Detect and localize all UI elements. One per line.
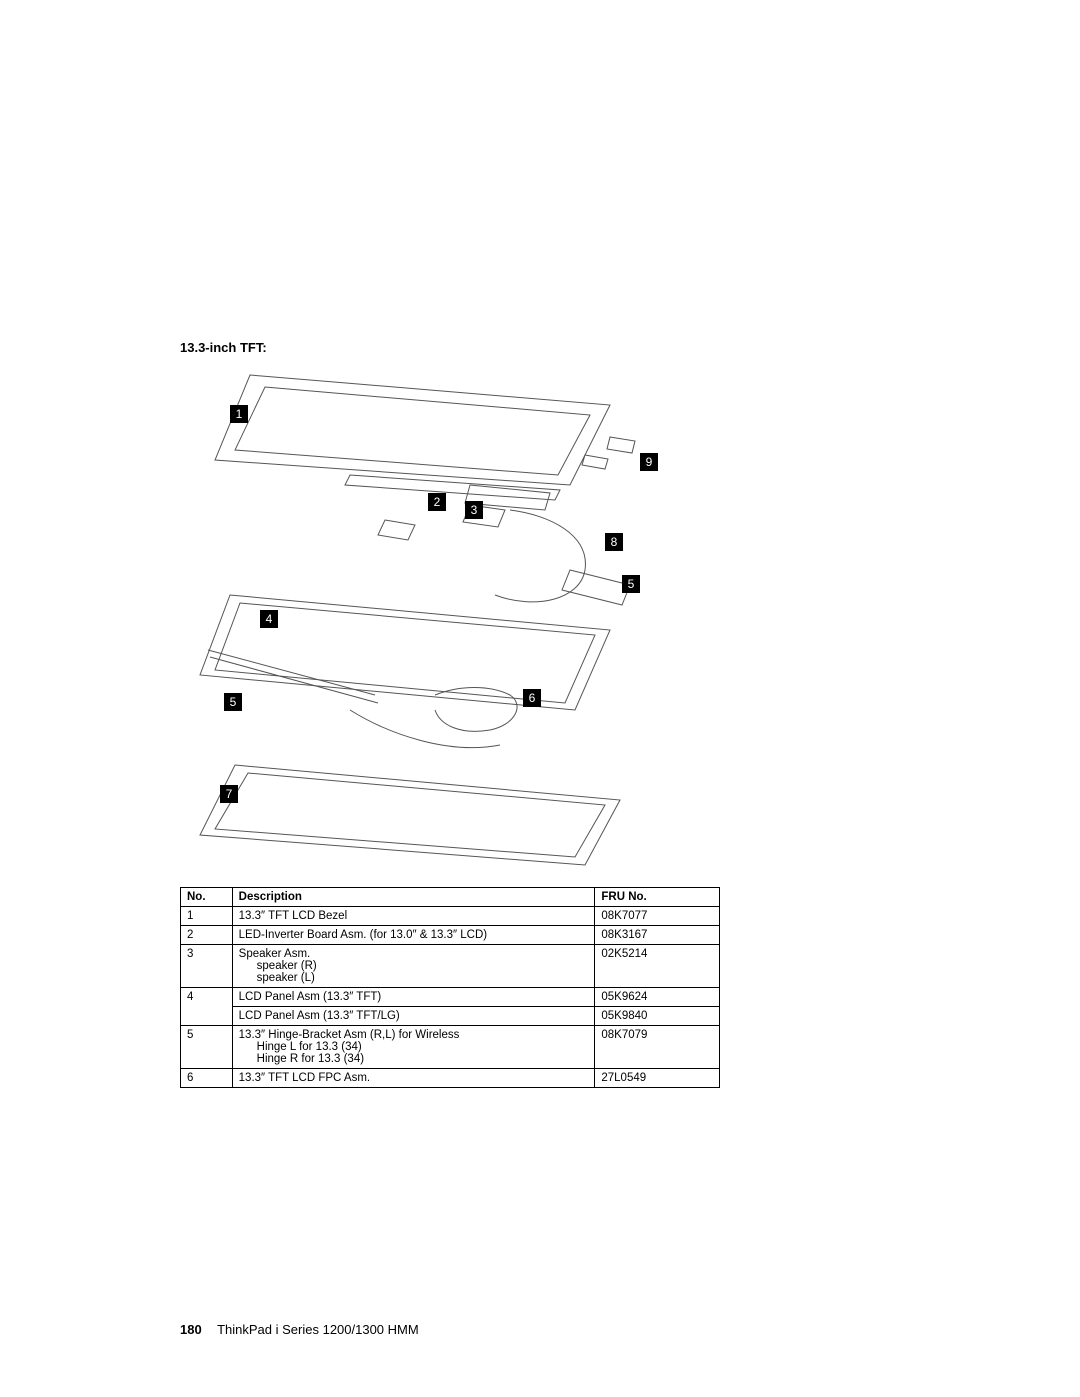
table-row: 2 LED-Inverter Board Asm. (for 13.0″ & 1…	[181, 926, 720, 945]
callout-9: 9	[640, 453, 658, 471]
cell-no: 6	[181, 1069, 233, 1088]
exploded-diagram: 1 2 3 4 5 5 6 7 8 9	[190, 365, 670, 875]
cell-desc: LED-Inverter Board Asm. (for 13.0″ & 13.…	[232, 926, 595, 945]
desc-sub: speaker (L)	[239, 972, 589, 984]
parts-table: No. Description FRU No. 1 13.3″ TFT LCD …	[180, 887, 720, 1088]
desc-main: 13.3″ Hinge-Bracket Asm (R,L) for Wirele…	[239, 1029, 460, 1041]
callout-2: 2	[428, 493, 446, 511]
page-footer: 180 ThinkPad i Series 1200/1300 HMM	[180, 1322, 419, 1337]
desc-sub: speaker (R)	[239, 960, 589, 972]
cell-fru: 02K5214	[595, 945, 720, 988]
callout-7: 7	[220, 785, 238, 803]
cell-no: 5	[181, 1026, 233, 1069]
header-desc: Description	[232, 888, 595, 907]
cell-fru: 08K7079	[595, 1026, 720, 1069]
cell-desc: 13.3″ TFT LCD Bezel	[232, 907, 595, 926]
callout-8: 8	[605, 533, 623, 551]
cell-no: 4	[181, 988, 233, 1026]
callout-6: 6	[523, 689, 541, 707]
callout-5-right: 5	[622, 575, 640, 593]
cell-no: 2	[181, 926, 233, 945]
header-no: No.	[181, 888, 233, 907]
desc-sub: Hinge R for 13.3 (34)	[239, 1053, 589, 1065]
table-row: 3 Speaker Asm. speaker (R) speaker (L) 0…	[181, 945, 720, 988]
section-title: 13.3-inch TFT:	[180, 340, 720, 355]
callout-4: 4	[260, 610, 278, 628]
cell-desc: Speaker Asm. speaker (R) speaker (L)	[232, 945, 595, 988]
desc-sub: Hinge L for 13.3 (34)	[239, 1041, 589, 1053]
desc-main: Speaker Asm.	[239, 948, 311, 960]
table-row: 6 13.3″ TFT LCD FPC Asm. 27L0549	[181, 1069, 720, 1088]
callout-1: 1	[230, 405, 248, 423]
callout-5-left: 5	[224, 693, 242, 711]
cell-fru: 08K7077	[595, 907, 720, 926]
table-row: 5 13.3″ Hinge-Bracket Asm (R,L) for Wire…	[181, 1026, 720, 1069]
table-row: 4 LCD Panel Asm (13.3″ TFT) 05K9624	[181, 988, 720, 1007]
table-header-row: No. Description FRU No.	[181, 888, 720, 907]
cell-desc: LCD Panel Asm (13.3″ TFT)	[232, 988, 595, 1007]
header-fru: FRU No.	[595, 888, 720, 907]
cell-desc: LCD Panel Asm (13.3″ TFT/LG)	[232, 1007, 595, 1026]
cell-fru: 05K9840	[595, 1007, 720, 1026]
cell-no: 1	[181, 907, 233, 926]
cell-fru: 27L0549	[595, 1069, 720, 1088]
table-row: LCD Panel Asm (13.3″ TFT/LG) 05K9840	[181, 1007, 720, 1026]
footer-title: ThinkPad i Series 1200/1300 HMM	[217, 1322, 419, 1337]
table-row: 1 13.3″ TFT LCD Bezel 08K7077	[181, 907, 720, 926]
cell-fru: 05K9624	[595, 988, 720, 1007]
cell-fru: 08K3167	[595, 926, 720, 945]
callout-3: 3	[465, 501, 483, 519]
cell-desc: 13.3″ Hinge-Bracket Asm (R,L) for Wirele…	[232, 1026, 595, 1069]
page-number: 180	[180, 1322, 202, 1337]
cell-no: 3	[181, 945, 233, 988]
cell-desc: 13.3″ TFT LCD FPC Asm.	[232, 1069, 595, 1088]
